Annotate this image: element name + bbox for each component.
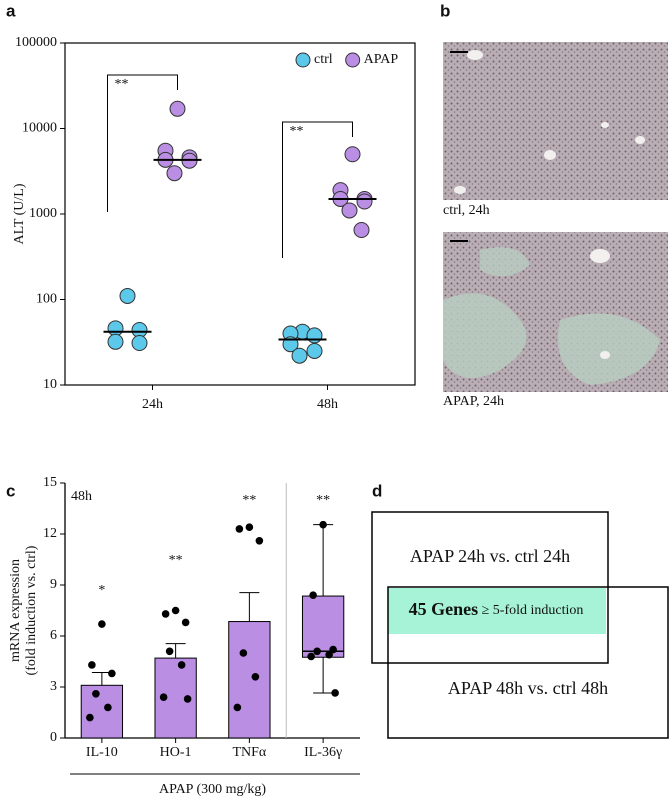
point <box>251 673 260 681</box>
y-tick-label: 15 <box>43 475 57 490</box>
point <box>329 645 337 654</box>
point <box>181 618 190 627</box>
point <box>356 193 373 210</box>
y-tick-label: 1000 <box>29 206 57 221</box>
y-tick-label: 10 <box>43 377 57 392</box>
point <box>341 202 358 219</box>
significance: ** <box>316 493 330 508</box>
point <box>319 520 327 529</box>
point <box>255 537 264 545</box>
point <box>159 693 168 701</box>
point <box>98 620 106 628</box>
point <box>183 695 192 703</box>
x-axis-label: APAP (300 mg/kg) <box>159 782 266 797</box>
point <box>166 165 183 182</box>
significance: * <box>98 583 105 598</box>
point <box>306 342 323 359</box>
point <box>239 649 248 657</box>
point <box>86 713 94 722</box>
significance-bracket <box>282 121 353 258</box>
point <box>233 703 242 712</box>
y-axis-label: ALT (U/L) <box>12 183 27 244</box>
x-tick-label: 24h <box>142 397 163 412</box>
x-tick-label: IL-10 <box>86 745 118 760</box>
point <box>245 523 254 531</box>
significance: ** <box>242 493 256 508</box>
y-tick-label: 100 <box>36 292 57 307</box>
point <box>331 689 339 697</box>
legend-label: APAP <box>364 52 399 67</box>
point <box>104 703 112 712</box>
point <box>92 690 100 698</box>
point <box>107 320 124 337</box>
legend-label: ctrl <box>314 52 333 67</box>
caption: APAP, 24h <box>443 394 504 409</box>
significance: ** <box>115 77 129 92</box>
overlap-count: 45 Genes <box>409 599 479 619</box>
y-tick-label: 10000 <box>22 121 57 136</box>
y-axis-label: mRNA expression <box>8 559 23 662</box>
point <box>344 146 361 163</box>
micrograph <box>443 232 668 392</box>
x-tick-label: 48h <box>317 397 338 412</box>
point <box>88 661 96 669</box>
panel-label: a <box>6 1 16 20</box>
point <box>313 647 321 656</box>
point <box>235 525 244 533</box>
point <box>325 650 333 659</box>
point <box>309 591 317 599</box>
point <box>119 287 136 304</box>
significance-bracket <box>107 74 178 212</box>
point <box>161 610 170 618</box>
legend-swatch <box>295 52 311 68</box>
x-tick-label: IL-36γ <box>304 745 342 760</box>
set-box <box>387 586 669 739</box>
bar <box>228 621 271 739</box>
overlap-text: ≥ 5-fold induction <box>482 603 584 618</box>
y-tick-label: 3 <box>50 679 57 694</box>
significance: ** <box>290 124 304 139</box>
point <box>353 221 370 238</box>
point <box>177 661 186 669</box>
set-label: APAP 48h vs. ctrl 48h <box>448 678 608 698</box>
point <box>108 669 116 678</box>
caption: ctrl, 24h <box>443 203 490 218</box>
point <box>307 652 315 661</box>
point <box>171 606 180 615</box>
y-tick-label: 9 <box>50 577 57 592</box>
panel-label: d <box>372 481 382 500</box>
legend-swatch <box>345 52 361 68</box>
overlap-label: 45 Genes ≥ 5-fold induction <box>409 599 584 619</box>
y-tick-label: 12 <box>43 526 57 541</box>
overlap <box>388 588 606 634</box>
box <box>301 595 345 658</box>
point <box>291 347 308 364</box>
point <box>107 333 124 350</box>
significance: ** <box>169 553 183 568</box>
panel-label: b <box>440 1 450 20</box>
point <box>306 327 323 344</box>
y-tick-label: 100000 <box>15 35 57 50</box>
y-tick-label: 6 <box>50 628 57 643</box>
x-tick-label: TNFα <box>232 745 266 760</box>
point <box>131 334 148 351</box>
set-label: APAP 24h vs. ctrl 24h <box>410 546 570 566</box>
x-tick-label: HO-1 <box>160 745 192 760</box>
y-tick-label: 0 <box>50 730 57 745</box>
bar <box>80 684 124 739</box>
inset-label: 48h <box>71 489 92 504</box>
point <box>169 100 186 117</box>
point <box>165 647 174 656</box>
y-axis-label: (fold induction vs. ctrl) <box>24 545 39 675</box>
panel-label: c <box>6 481 15 500</box>
micrograph <box>443 42 668 200</box>
